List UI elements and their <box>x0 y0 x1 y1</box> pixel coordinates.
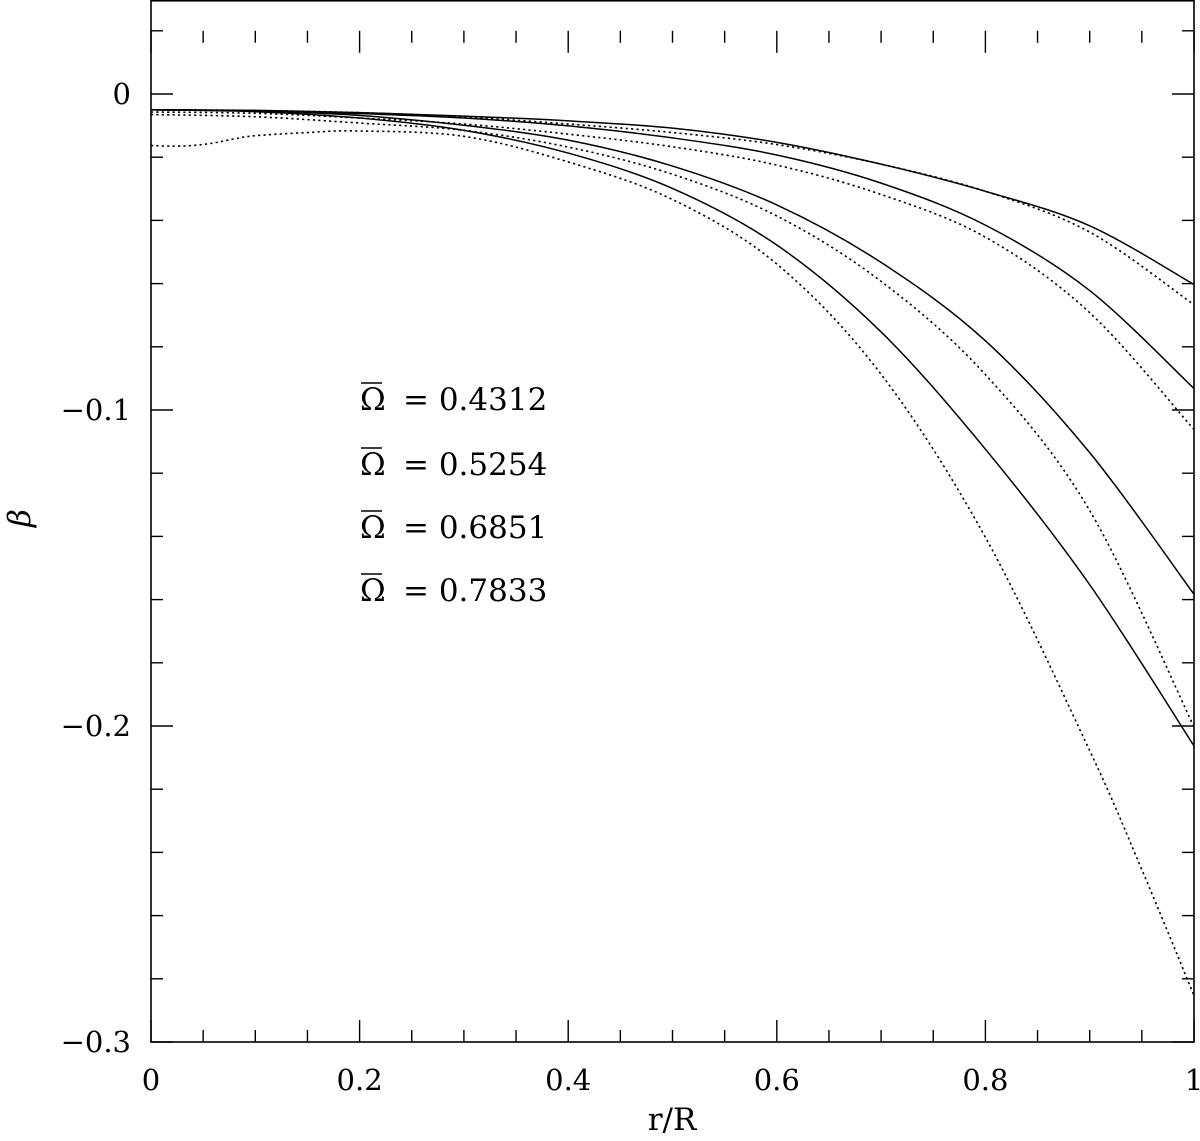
omega-symbol: Ω <box>360 573 386 609</box>
tick-labels: 0 0.2 0.4 0.6 0.8 1 0 −0.1 −0.2 −0.3 <box>61 77 1200 1097</box>
y-axis-title: β <box>2 509 38 528</box>
dotted-series-line-1 <box>150 109 1195 306</box>
axis-ticks <box>150 30 1195 1043</box>
x-tick-label: 0.6 <box>754 1063 800 1097</box>
omega-label-3: Ω = 0.6851 <box>360 510 547 546</box>
plot-frame <box>150 0 1195 1043</box>
omega-label-4: Ω = 0.7833 <box>360 573 547 609</box>
x-tick-label: 0.2 <box>337 1063 383 1097</box>
y-tick-label: −0.2 <box>61 709 131 743</box>
omega-label-2: Ω = 0.5254 <box>360 447 547 483</box>
solid-series-line-2 <box>150 109 1195 390</box>
series-group <box>150 109 1195 996</box>
dotted-series-line-7 <box>150 130 1195 996</box>
x-axis-title: r/R <box>648 1102 698 1138</box>
legend-annotations: Ω = 0.4312 Ω = 0.5254 Ω = 0.6851 Ω = 0.7833 <box>360 382 547 609</box>
omega-value: = 0.7833 <box>403 573 547 609</box>
omega-value: = 0.6851 <box>403 510 547 546</box>
dotted-series-line-5 <box>150 113 1195 728</box>
omega-value: = 0.5254 <box>403 447 547 483</box>
omega-value: = 0.4312 <box>403 382 547 418</box>
solid-series-line-4 <box>150 109 1195 595</box>
y-tick-label: −0.1 <box>61 393 131 427</box>
solid-series-line-0 <box>150 109 1195 286</box>
y-tick-label: 0 <box>113 77 131 111</box>
omega-symbol: Ω <box>360 510 386 546</box>
x-tick-label: 0.4 <box>545 1063 591 1097</box>
omega-symbol: Ω <box>360 447 386 483</box>
omega-label-1: Ω = 0.4312 <box>360 382 547 418</box>
y-tick-label: −0.3 <box>61 1025 131 1059</box>
x-tick-label: 0.8 <box>962 1063 1008 1097</box>
x-tick-label: 1 <box>1185 1063 1200 1097</box>
x-tick-label: 0 <box>142 1063 160 1097</box>
dotted-series-line-3 <box>150 111 1195 431</box>
solid-series-line-6 <box>150 109 1195 747</box>
omega-symbol: Ω <box>360 382 386 418</box>
